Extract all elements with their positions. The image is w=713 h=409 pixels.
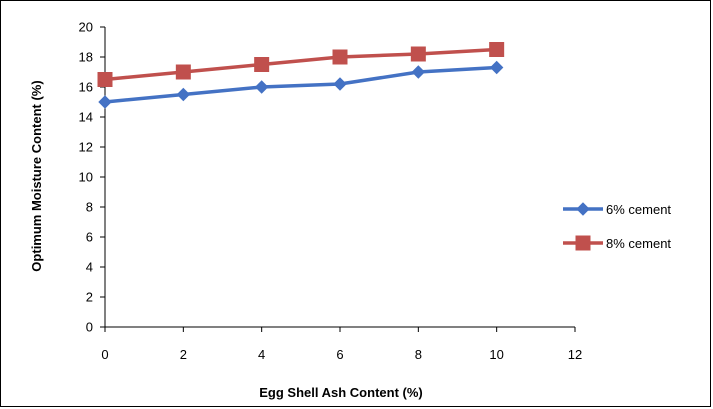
data-point bbox=[176, 87, 191, 102]
data-point bbox=[333, 77, 347, 91]
x-tick-label: 10 bbox=[489, 347, 503, 362]
data-point bbox=[489, 60, 504, 75]
y-tick-label: 16 bbox=[79, 80, 93, 95]
legend-label: 8% cement bbox=[606, 236, 671, 251]
series-line bbox=[103, 65, 499, 104]
y-tick-label: 0 bbox=[86, 320, 93, 335]
data-point bbox=[97, 72, 113, 87]
data-point bbox=[411, 65, 426, 79]
x-tick-label: 6 bbox=[336, 347, 343, 362]
data-point bbox=[98, 95, 112, 109]
legend-marker bbox=[575, 235, 591, 251]
y-axis-title: Optimum Moisture Content (%) bbox=[29, 80, 44, 271]
data-point bbox=[254, 80, 269, 94]
x-axis-title: Egg Shell Ash Content (%) bbox=[259, 385, 422, 400]
series-line bbox=[103, 47, 499, 82]
y-tick-label: 20 bbox=[79, 20, 93, 35]
series-2 bbox=[97, 42, 505, 87]
x-tick-label: 2 bbox=[180, 347, 187, 362]
legend-label: 6% cement bbox=[606, 202, 671, 217]
axes: 0 2 4 6 8 10 12 14 16 18 20 0 2 4 6 8 10 12 bbox=[79, 20, 583, 363]
legend: 6% cement 8% cement bbox=[563, 202, 671, 251]
data-point bbox=[175, 64, 191, 80]
y-tick-label: 12 bbox=[79, 140, 93, 155]
x-tick-label: 8 bbox=[415, 347, 422, 362]
series-1 bbox=[98, 60, 504, 109]
y-tick-label: 10 bbox=[79, 170, 93, 185]
y-tick-label: 2 bbox=[86, 290, 93, 305]
legend-entry-2: 8% cement bbox=[563, 235, 671, 251]
x-tick-label: 4 bbox=[258, 347, 265, 362]
y-tick-label: 18 bbox=[79, 50, 93, 65]
x-tick-label: 0 bbox=[101, 347, 108, 362]
y-tick-label: 4 bbox=[86, 260, 93, 275]
y-tick-label: 8 bbox=[86, 200, 93, 215]
y-tick-label: 14 bbox=[79, 110, 93, 125]
data-point bbox=[332, 49, 348, 65]
data-point bbox=[254, 57, 270, 72]
data-point bbox=[410, 46, 426, 62]
y-tick-label: 6 bbox=[86, 230, 93, 245]
x-tick-label: 12 bbox=[568, 347, 582, 362]
legend-marker bbox=[576, 202, 590, 216]
legend-entry-1: 6% cement bbox=[563, 202, 671, 217]
data-point bbox=[489, 42, 505, 57]
series-layer bbox=[97, 42, 505, 109]
